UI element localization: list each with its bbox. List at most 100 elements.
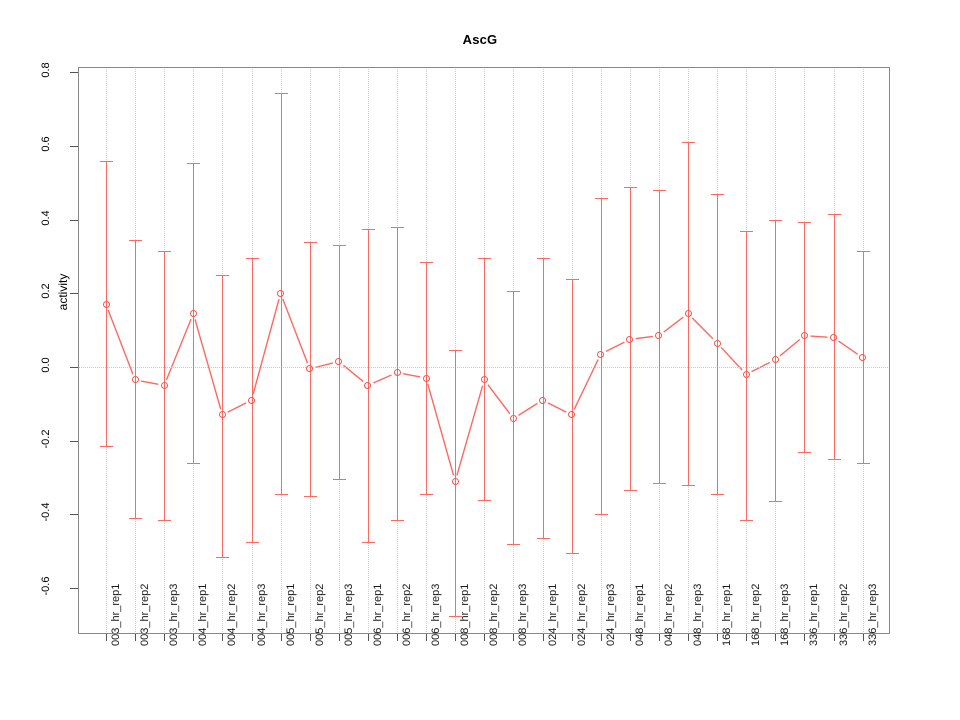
y-axis-label: activity	[56, 273, 70, 311]
error-bar-cap-upper	[565, 278, 579, 280]
error-bar-cap-upper	[740, 230, 754, 232]
x-axis-tick	[193, 634, 195, 641]
y-axis-tick-label: 0.2	[40, 283, 52, 299]
x-axis-tick	[717, 634, 719, 641]
x-axis-tick-label: 336_hr_rep3	[866, 583, 879, 646]
x-axis-tick	[688, 634, 689, 641]
x-axis-tick-label: 003_hr_rep2	[139, 583, 152, 646]
error-bar-cap-upper	[623, 186, 637, 188]
x-axis-tick-label: 004_hr_rep3	[255, 583, 268, 646]
x-axis-tick-label: 008_hr_rep2	[488, 583, 501, 646]
y-axis-tick-label: 0.6	[40, 136, 52, 152]
x-axis-tick-label: 006_hr_rep3	[430, 583, 443, 646]
x-axis-tick	[164, 634, 166, 641]
error-bar-cap-upper	[827, 214, 841, 216]
data-point-marker	[859, 354, 867, 362]
x-axis-tick-label: 336_hr_rep1	[808, 583, 821, 646]
x-axis-tick-label: 006_hr_rep2	[401, 583, 413, 646]
error-bar-cap-upper	[856, 250, 870, 252]
x-axis-tick	[222, 634, 224, 641]
x-axis-tick-label: 005_hr_rep2	[313, 583, 326, 646]
error-bar-cap-upper	[420, 262, 434, 264]
data-point-marker	[713, 339, 721, 347]
data-point-marker	[218, 411, 226, 419]
error-bar-cap-upper	[594, 197, 608, 199]
data-point-marker	[306, 365, 314, 373]
x-axis-tick-label: 006_hr_rep1	[371, 583, 384, 646]
error-bar-cap-lower	[245, 541, 259, 543]
error-bar-cap-lower	[507, 543, 521, 545]
error-bar-cap-upper	[361, 228, 375, 230]
x-axis-tick	[600, 634, 602, 641]
x-axis-tick	[106, 634, 107, 641]
error-bar-cap-upper	[769, 219, 783, 221]
error-bar-cap-lower	[798, 451, 812, 453]
x-axis-tick	[397, 634, 398, 641]
error-bar-cap-upper	[652, 190, 666, 192]
error-bar-cap-lower	[740, 519, 754, 521]
data-point-marker	[102, 300, 110, 308]
y-axis-tick-label: -0.4	[40, 502, 52, 522]
x-axis-tick	[571, 634, 573, 641]
x-axis-tick	[775, 634, 777, 641]
y-axis-tick	[70, 514, 78, 516]
error-bar-cap-upper	[187, 162, 201, 164]
error-bar-cap-lower	[478, 499, 492, 501]
error-bar-cap-lower	[856, 462, 870, 464]
error-bar-cap-upper	[798, 221, 812, 223]
error-bar-cap-upper	[682, 142, 695, 144]
error-bar-cap-upper	[245, 258, 259, 260]
error-bar-cap-upper	[449, 350, 463, 352]
y-axis-tick-label: -0.2	[40, 429, 52, 449]
x-axis-tick	[484, 634, 486, 641]
y-axis-tick	[70, 146, 78, 147]
x-axis-tick-label: 024_hr_rep1	[546, 583, 559, 646]
x-axis-tick-label: 003_hr_rep3	[168, 583, 181, 646]
data-point-marker	[422, 374, 430, 382]
data-point-marker	[248, 396, 255, 404]
y-axis-tick-label: 0.0	[40, 357, 52, 373]
x-axis-tick	[455, 634, 457, 641]
x-axis-tick-label: 336_hr_rep2	[837, 583, 850, 646]
y-axis-tick	[70, 72, 78, 74]
data-point-marker	[597, 350, 605, 358]
x-axis-tick-label: 004_hr_rep2	[226, 583, 239, 646]
data-point-marker	[684, 310, 692, 318]
error-bar-cap-upper	[158, 250, 172, 252]
x-axis-tick-label: 005_hr_rep1	[284, 583, 297, 646]
error-bar-cap-upper	[303, 241, 317, 243]
zero-reference-line	[78, 367, 890, 368]
x-axis-tick	[426, 634, 428, 641]
error-bar-cap-upper	[478, 258, 492, 260]
x-axis-tick	[513, 634, 515, 641]
data-point-marker	[655, 332, 663, 340]
x-axis-tick	[804, 634, 806, 641]
data-point-marker	[189, 310, 197, 318]
x-axis-tick-label: 005_hr_rep3	[342, 583, 355, 646]
x-axis-tick-label: 008_hr_rep3	[517, 583, 530, 646]
error-bar-cap-lower	[303, 495, 317, 497]
x-axis-tick	[251, 634, 253, 641]
y-axis-tick-label: 0.8	[40, 62, 52, 78]
x-axis-tick-label: 168_hr_rep1	[721, 583, 734, 646]
error-bar-cap-lower	[682, 484, 695, 486]
x-axis-tick	[367, 634, 369, 641]
data-point-marker	[277, 289, 285, 297]
data-point-marker	[742, 370, 750, 378]
error-bar-cap-lower	[769, 501, 783, 503]
y-axis-tick	[70, 588, 78, 589]
error-bar-cap-lower	[216, 556, 230, 558]
chart-title: AscG	[462, 32, 498, 47]
x-axis-tick-label: 024_hr_rep2	[575, 583, 588, 646]
error-bar-cap-lower	[158, 519, 172, 521]
error-bar-cap-lower	[711, 494, 725, 496]
data-point-marker	[364, 381, 372, 389]
x-axis-tick-label: 048_hr_rep2	[662, 583, 675, 646]
x-axis-tick	[135, 634, 137, 641]
plot-frame	[78, 67, 890, 634]
y-axis-tick-label: -0.6	[40, 576, 52, 596]
x-axis-tick	[309, 634, 311, 641]
y-axis-tick	[70, 440, 78, 442]
data-point-marker	[131, 376, 139, 384]
